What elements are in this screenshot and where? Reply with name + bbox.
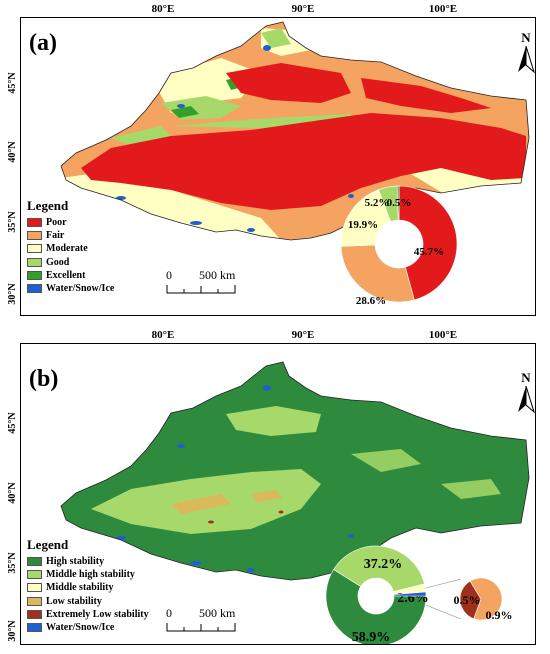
legend-item-excellent: Excellent — [27, 269, 114, 282]
legend-title: Legend — [27, 537, 69, 552]
scale-ruler — [166, 623, 236, 632]
pie-slice — [396, 185, 400, 221]
pie-slice-label: 45.7% — [414, 246, 444, 258]
legend-item-high: High stability — [27, 555, 149, 568]
legend-title: Legend — [27, 198, 69, 213]
scale-bar-a: 0 500 km — [166, 268, 236, 299]
latitude-label: 35°N — [7, 211, 19, 233]
latitude-label: 45°N — [7, 412, 19, 434]
north-arrow-icon — [518, 45, 535, 74]
legend-label: Water/Snow/Ice — [46, 283, 115, 295]
legend-swatch — [27, 570, 42, 580]
longitude-label: 90°E — [291, 3, 315, 15]
legend-item-middle-high: Middle high stability — [27, 568, 149, 581]
legend-swatch — [27, 596, 42, 606]
panel-a: 80°E 90°E 100°E 45°N 40°N 35°N 30°N — [0, 0, 550, 322]
pie-slice-label: 0.5% — [387, 197, 412, 209]
scale-bar-b: 0 500 km — [166, 606, 236, 637]
legend-label: Excellent — [46, 269, 86, 281]
legend-item-water: Water/Snow/Ice — [27, 621, 149, 634]
pie-slice-label: 58.9% — [352, 630, 391, 644]
pie-slice — [325, 569, 427, 644]
legend-swatch — [27, 609, 42, 619]
legend-swatch — [27, 284, 42, 294]
composition-pie-a: 45.7% 28.6% 19.9% 5.2%0.5% — [340, 185, 458, 307]
panel-label-a: (a) — [29, 30, 57, 56]
pie-slice-label: 0.5% — [454, 593, 481, 607]
legend-item-moderate: Moderate — [27, 242, 114, 255]
scale-start: 0 — [166, 268, 172, 282]
north-arrow-a: N — [511, 30, 535, 79]
legend-a: Legend Poor Fair Moderate Good Excellent… — [27, 198, 114, 295]
panel-label-b: (b) — [29, 366, 59, 392]
pie-slice — [393, 591, 427, 597]
legend-swatch — [27, 557, 42, 567]
latitude-label: 40°N — [7, 141, 19, 163]
legend-item-water: Water/Snow/Ice — [27, 282, 114, 295]
legend-label: Moderate — [46, 243, 88, 255]
panel-b: 80°E 90°E 100°E 45°N 40°N 35°N 30°N — [0, 326, 550, 654]
latitude-label: 30°N — [7, 283, 19, 305]
longitude-label: 100°E — [428, 3, 458, 15]
legend-item-extremely-low: Extremely Low stability — [27, 608, 149, 621]
legend-swatch — [27, 623, 42, 633]
legend-b: Legend High stability Middle high stabil… — [27, 537, 149, 634]
scale-end: 500 km — [199, 606, 236, 620]
legend-label: Poor — [46, 217, 67, 229]
legend-label: Middle stability — [46, 582, 114, 594]
north-arrow-icon — [518, 385, 535, 414]
map-frame-b: 58.9% 37.2% 2.6% 0.5% 0.9% (b) N Legend Hig… — [20, 343, 536, 645]
scale-ruler — [166, 285, 236, 294]
latitude-label: 35°N — [7, 552, 19, 574]
scale-end: 500 km — [199, 268, 236, 282]
pie-slice — [340, 244, 415, 303]
longitude-label: 80°E — [151, 3, 175, 15]
north-letter: N — [521, 370, 531, 385]
north-letter: N — [521, 30, 531, 45]
longitude-label: 90°E — [291, 329, 315, 341]
legend-label: Middle high stability — [46, 569, 135, 581]
legend-label: Low stability — [46, 595, 102, 607]
legend-swatch — [27, 583, 42, 593]
legend-swatch — [27, 270, 42, 280]
legend-item-good: Good — [27, 256, 114, 269]
region-map-a: 45.7% 28.6% 19.9% 5.2%0.5% — [60, 21, 530, 307]
legend-label: Good — [46, 256, 70, 268]
pie-slice-label: 28.6% — [356, 295, 386, 307]
pie-slice-label: 0.9% — [486, 608, 513, 622]
legend-swatch — [27, 244, 42, 254]
legend-item-fair: Fair — [27, 229, 114, 242]
region-map-b: 58.9%37.2%2.6% 0.5%0.9% — [60, 361, 530, 644]
pie-slice — [398, 185, 458, 301]
inset-pie-b: 0.5% 0.9% — [454, 577, 513, 622]
map-frame-a: 45.7% 28.6% 19.9% 5.2% 0.5% (a) N Legend Poo… — [20, 17, 536, 316]
legend-label: Fair — [46, 230, 65, 242]
legend-swatch — [27, 257, 42, 267]
north-arrow-b: N — [511, 370, 535, 419]
legend-swatch — [27, 218, 42, 228]
pie-slice-label: 19.9% — [348, 219, 378, 231]
latitude-label: 30°N — [7, 620, 19, 642]
pie-slice — [333, 545, 425, 592]
legend-item-low: Low stability — [27, 595, 149, 608]
pie-slice-label: 5.2% — [365, 197, 390, 209]
pie-slice — [469, 577, 503, 621]
composition-pie-b: 58.9%37.2%2.6% — [325, 545, 429, 644]
legend-item-poor: Poor — [27, 216, 114, 229]
legend-label: Water/Snow/Ice — [46, 622, 115, 634]
latitude-label: 40°N — [7, 482, 19, 504]
pie-slice-label: 37.2% — [364, 557, 403, 572]
legend-item-middle: Middle stability — [27, 581, 149, 594]
scale-start: 0 — [166, 606, 172, 620]
longitude-label: 80°E — [151, 329, 175, 341]
longitude-label: 100°E — [428, 329, 458, 341]
legend-label: Extremely Low stability — [46, 608, 149, 620]
latitude-label: 45°N — [7, 72, 19, 94]
legend-label: High stability — [46, 556, 105, 568]
legend-swatch — [27, 231, 42, 241]
